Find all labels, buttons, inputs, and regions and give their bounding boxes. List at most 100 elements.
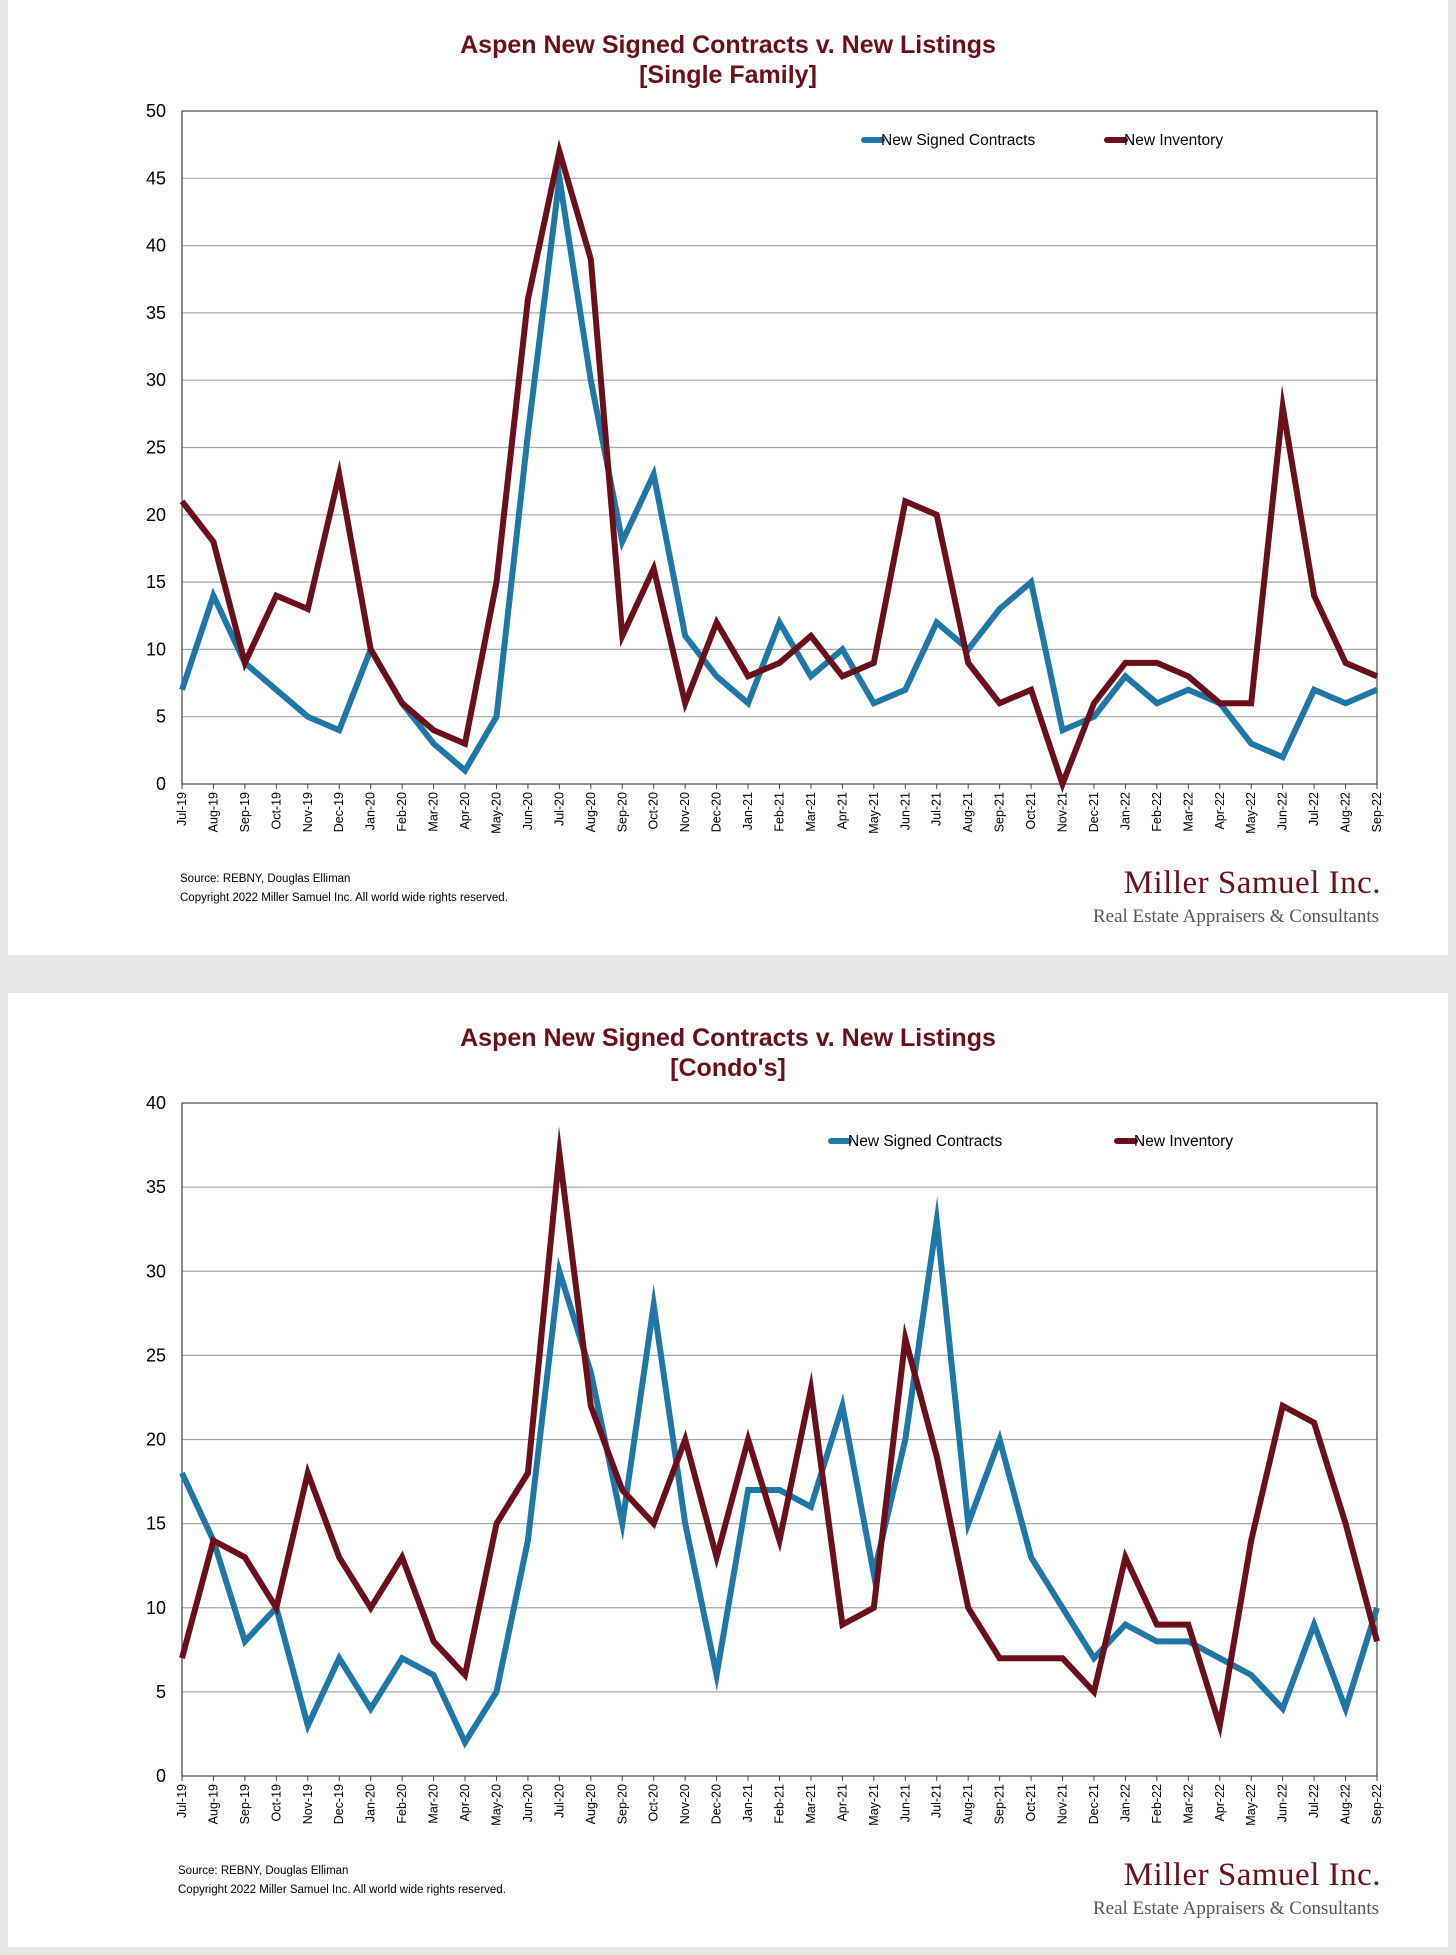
y-tick-label: 40 [146,236,166,256]
y-tick-label: 15 [146,572,166,592]
y-tick-label: 45 [146,168,166,188]
x-tick-label: Mar-22 [1181,1784,1195,1824]
source-note: Source: REBNY, Douglas Elliman [180,873,350,885]
x-tick-label: Aug-20 [584,792,598,832]
x-tick-label: Sep-21 [993,792,1007,832]
x-tick-label: Oct-20 [647,1784,661,1822]
single-family-chart: Aspen New Signed Contracts v. New Listin… [146,31,1384,927]
logo-tagline: Real Estate Appraisers & Consultants [1093,906,1379,927]
x-tick-label: May-22 [1244,792,1258,834]
x-tick-label: Feb-21 [773,792,787,832]
x-tick-label: Mar-20 [427,792,441,832]
y-tick-label: 35 [146,1177,166,1197]
x-tick-label: Sep-22 [1370,792,1384,832]
x-tick-label: Aug-19 [206,1784,220,1824]
x-tick-label: May-21 [867,1784,881,1826]
x-tick-label: Oct-19 [269,1784,283,1822]
x-tick-label: Jan-22 [1118,1784,1132,1822]
y-tick-label: 30 [146,1261,166,1281]
x-tick-label: Dec-19 [332,1784,346,1824]
y-tick-label: 25 [146,438,166,458]
x-tick-label: Dec-19 [332,792,346,832]
x-tick-label: Jun-22 [1276,792,1290,830]
x-tick-label: Jan-21 [741,1784,755,1822]
chart-subtitle: [Condo's] [670,1054,786,1082]
x-tick-label: Apr-22 [1213,792,1227,830]
x-tick-label: Jan-20 [364,1784,378,1822]
x-tick-label: Jan-22 [1118,792,1132,830]
legend-label: New Inventory [1124,132,1223,149]
y-tick-label: 30 [146,370,166,390]
x-tick-label: Dec-21 [1087,792,1101,832]
x-tick-label: Oct-21 [1024,1784,1038,1822]
x-tick-label: Jul-22 [1307,792,1321,826]
condo-chart: Aspen New Signed Contracts v. New Listin… [146,1024,1384,1919]
x-tick-label: Sep-21 [993,1784,1007,1824]
x-tick-label: Jun-22 [1276,1784,1290,1822]
legend-label: New Signed Contracts [848,1133,1002,1150]
x-tick-label: Apr-22 [1213,1784,1227,1822]
y-tick-label: 15 [146,1514,166,1534]
y-tick-label: 5 [156,707,166,727]
x-tick-label: Jul-20 [552,792,566,826]
copyright-note: Copyright 2022 Miller Samuel Inc. All wo… [180,892,508,904]
x-tick-label: May-20 [489,792,503,834]
x-tick-label: Mar-20 [427,1784,441,1824]
x-tick-label: Apr-20 [458,792,472,830]
y-tick-label: 20 [146,505,166,525]
x-tick-label: Aug-22 [1339,792,1353,832]
x-tick-label: Nov-21 [1056,1784,1070,1824]
legend-label: New Inventory [1134,1133,1233,1150]
series-line-new-inventory [179,139,1379,793]
x-tick-label: Apr-20 [458,1784,472,1822]
x-tick-label: Feb-22 [1150,792,1164,832]
x-tick-label: Apr-21 [835,1784,849,1822]
x-tick-label: Jul-19 [175,792,189,826]
chart-subtitle: [Single Family] [639,61,817,89]
x-tick-label: Feb-22 [1150,1784,1164,1824]
x-tick-label: Feb-21 [773,1784,787,1824]
x-tick-label: Dec-20 [710,1784,724,1824]
x-tick-label: Oct-21 [1024,792,1038,830]
x-tick-label: Aug-22 [1339,1784,1353,1824]
single-family-chart-panel: Aspen New Signed Contracts v. New Listin… [8,0,1448,955]
logo-name: Miller Samuel Inc. [1124,1857,1381,1893]
x-tick-label: Dec-20 [710,792,724,832]
x-tick-label: Feb-20 [395,792,409,832]
logo-tagline: Real Estate Appraisers & Consultants [1093,1898,1379,1919]
x-tick-label: Jul-21 [930,1784,944,1818]
x-tick-label: Mar-22 [1181,792,1195,832]
x-tick-label: Dec-21 [1087,1784,1101,1824]
x-tick-label: Apr-21 [835,792,849,830]
y-tick-label: 0 [156,774,166,794]
source-note: Source: REBNY, Douglas Elliman [178,1865,348,1877]
y-tick-label: 5 [156,1682,166,1702]
x-tick-label: Nov-19 [301,1784,315,1824]
x-tick-label: May-22 [1244,1784,1258,1826]
y-tick-label: 10 [146,1598,166,1618]
x-tick-label: Jan-21 [741,792,755,830]
x-tick-label: Nov-20 [678,792,692,832]
x-tick-label: Oct-20 [647,792,661,830]
x-tick-label: Feb-20 [395,1784,409,1824]
x-tick-label: Jul-22 [1307,1784,1321,1818]
x-tick-label: Jun-20 [521,1784,535,1822]
x-tick-label: Sep-20 [615,1784,629,1824]
x-tick-label: Mar-21 [804,1784,818,1824]
y-tick-label: 20 [146,1430,166,1450]
x-tick-label: Sep-22 [1370,1784,1384,1824]
x-tick-label: Mar-21 [804,792,818,832]
x-tick-label: Jan-20 [364,792,378,830]
x-tick-label: Jun-20 [521,792,535,830]
x-tick-label: Sep-19 [238,1784,252,1824]
x-tick-label: Jul-21 [930,792,944,826]
x-tick-label: Aug-21 [961,1784,975,1824]
y-tick-label: 0 [156,1766,166,1786]
x-tick-label: Aug-21 [961,792,975,832]
y-tick-label: 50 [146,101,166,121]
x-tick-label: Aug-19 [206,792,220,832]
condo-chart-panel: Aspen New Signed Contracts v. New Listin… [8,993,1448,1947]
x-tick-label: Aug-20 [584,1784,598,1824]
x-tick-label: Jun-21 [898,792,912,830]
chart-title: Aspen New Signed Contracts v. New Listin… [460,31,996,59]
